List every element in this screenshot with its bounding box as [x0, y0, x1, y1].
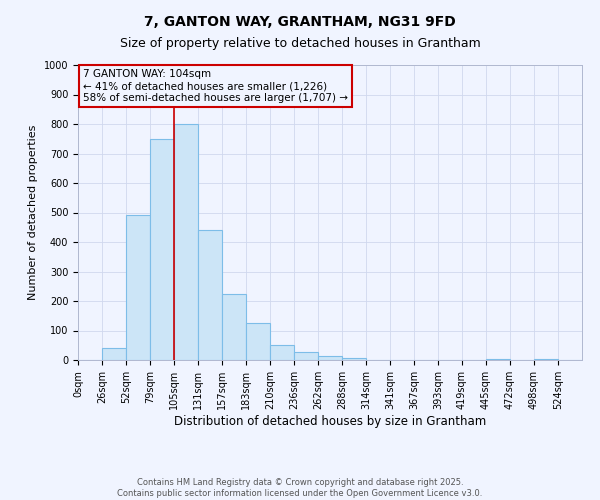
Bar	[342, 358, 366, 360]
Bar	[222, 294, 246, 360]
Bar	[102, 348, 126, 360]
Text: Contains HM Land Registry data © Crown copyright and database right 2025.
Contai: Contains HM Land Registry data © Crown c…	[118, 478, 482, 498]
Bar	[486, 359, 510, 360]
Text: 7, GANTON WAY, GRANTHAM, NG31 9FD: 7, GANTON WAY, GRANTHAM, NG31 9FD	[144, 15, 456, 29]
Bar	[174, 124, 198, 360]
Bar	[270, 345, 294, 360]
Bar	[198, 230, 222, 360]
Bar	[126, 216, 150, 360]
X-axis label: Distribution of detached houses by size in Grantham: Distribution of detached houses by size …	[174, 414, 486, 428]
Text: 7 GANTON WAY: 104sqm
← 41% of detached houses are smaller (1,226)
58% of semi-de: 7 GANTON WAY: 104sqm ← 41% of detached h…	[83, 70, 348, 102]
Bar	[246, 323, 270, 360]
Bar	[294, 352, 318, 360]
Text: Size of property relative to detached houses in Grantham: Size of property relative to detached ho…	[119, 38, 481, 51]
Bar	[150, 138, 174, 360]
Bar	[318, 356, 342, 360]
Y-axis label: Number of detached properties: Number of detached properties	[28, 125, 38, 300]
